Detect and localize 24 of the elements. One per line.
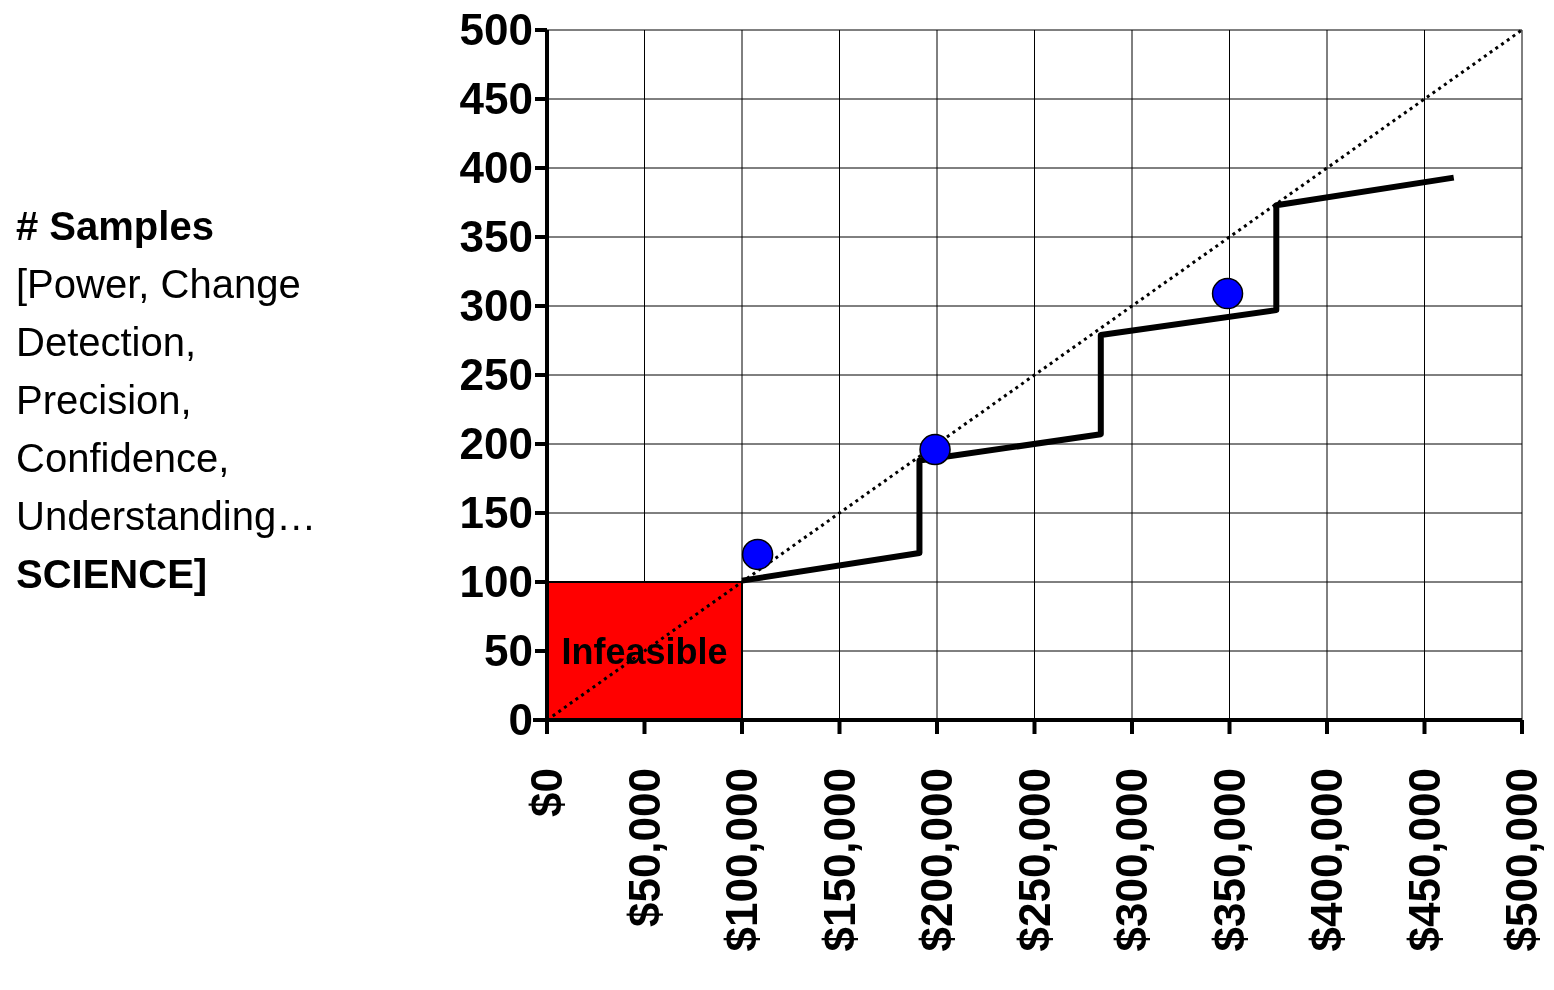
y-tick-label: 200 [459, 419, 533, 469]
annotation: Infeasible [561, 630, 728, 672]
x-tick-label: $50,000 [619, 768, 669, 928]
y-tick-label: 250 [459, 350, 533, 400]
y-tick-label: 0 [508, 695, 533, 745]
x-tick-label: $500,000 [1497, 768, 1547, 952]
y-tick-label: 50 [484, 626, 533, 676]
x-tick-label: $200,000 [912, 768, 962, 952]
y-tick-label: 400 [459, 143, 533, 193]
y-tick-label: 500 [459, 5, 533, 55]
x-tick-label: $400,000 [1302, 768, 1352, 952]
x-tick-label: $300,000 [1107, 768, 1157, 952]
y-tick-label: 150 [459, 488, 533, 538]
y-tick-label: 450 [459, 74, 533, 124]
x-tick-label: $350,000 [1204, 768, 1254, 952]
y-axis-title: # Samples [Power, Change Detection, Precision, Confidence, Understanding… SCIENCE] [16, 204, 317, 596]
y-tick-label: 100 [459, 557, 533, 607]
x-tick-label: $0 [522, 768, 572, 817]
x-tick-label: $450,000 [1399, 768, 1449, 952]
x-tick-label: $250,000 [1009, 768, 1059, 952]
x-tick-label: $100,000 [717, 768, 767, 952]
x-tick-label: $150,000 [814, 768, 864, 952]
y-tick-label: 300 [459, 281, 533, 331]
y-tick-label: 350 [459, 212, 533, 262]
